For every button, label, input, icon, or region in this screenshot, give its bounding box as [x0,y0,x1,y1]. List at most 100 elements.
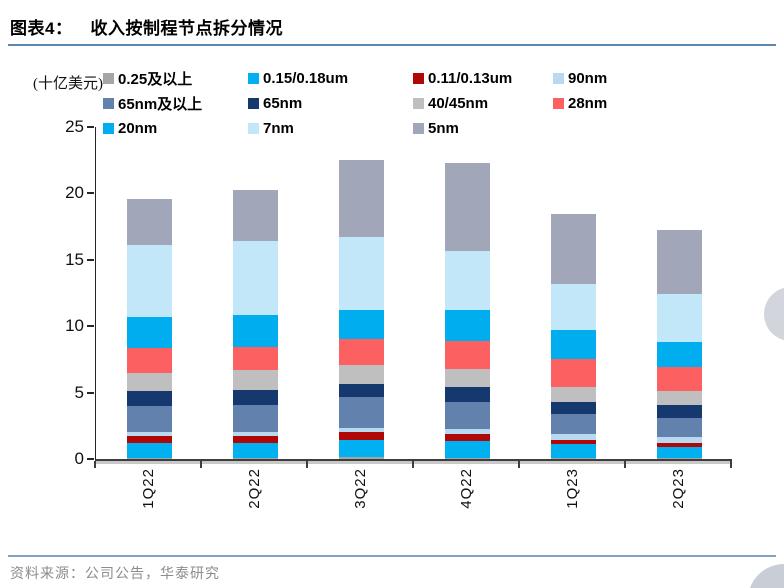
legend-item: 5nm [413,120,553,137]
x-axis-label-text: 4Q22 [457,468,475,509]
bar-segment [656,443,702,448]
x-axis-label-text: 1Q23 [563,468,581,509]
bar-cell [96,127,202,459]
bar-segment [444,433,490,442]
stacked-bar [444,127,490,459]
bar-segment [550,434,596,440]
x-axis-labels: 1Q22 2Q22 3Q22 4Q22 1Q23 2Q23 [95,468,731,532]
bar-segment [338,309,384,339]
x-axis-label: 2Q23 [625,468,731,532]
bar-segment [338,338,384,366]
bar-segment [656,341,702,368]
bar-segment [444,457,490,459]
y-axis-unit-label: (十亿美元) [33,76,103,92]
bar-segment [656,447,702,458]
bar-segment [550,284,596,331]
bar-segment [338,384,384,398]
legend-swatch-icon [248,123,259,134]
x-axis-label-text: 2Q22 [245,468,263,509]
legend-swatch-icon [553,98,564,109]
stacked-bar [656,127,702,459]
bar-segment [232,457,278,459]
watermark-circle-icon [764,287,784,341]
x-axis-tick [624,461,626,468]
legend-label: 7nm [263,120,294,137]
x-axis-label: 1Q22 [95,468,201,532]
bar-segment [232,435,278,444]
legend-swatch-icon [413,73,424,84]
bar-segment [232,405,278,432]
y-axis-tick [87,458,94,460]
stacked-bar [126,127,172,459]
bar-segment [338,397,384,428]
stacked-bar [338,127,384,459]
bar-segment [126,198,172,246]
bar-segment [656,457,702,459]
legend-swatch-icon [248,98,259,109]
x-axis-tick [412,461,414,468]
bar-segment [550,457,596,459]
bar-segment [550,444,596,458]
legend-swatch-icon [553,73,564,84]
bar-segment [338,439,384,458]
bar-segment [126,457,172,459]
bar-segment [656,367,702,391]
bar-segment [232,189,278,241]
bar-segment [126,372,172,392]
y-axis-tick-label: 0 [74,449,84,468]
bar-segment [338,159,384,237]
bar-segment [126,431,172,437]
bar-segment [444,250,490,311]
bar-segment [444,441,490,458]
legend-swatch-icon [103,98,114,109]
legend-label: 0.11/0.13um [428,70,513,87]
legend-item: 28nm [553,95,607,112]
legend-swatch-icon [103,73,114,84]
legend-item: 0.15/0.18um [248,70,413,87]
legend-swatch-icon [413,123,424,134]
x-axis-label-text: 3Q22 [351,468,369,509]
legend-label: 40/45nm [428,95,489,112]
bar-segment [656,230,702,294]
bar-segment [232,315,278,347]
x-axis-tick [200,461,202,468]
bar-segment [338,432,384,440]
legend-swatch-icon [103,123,114,134]
stacked-bar [232,127,278,459]
y-axis-tick-label: 20 [65,183,84,203]
bar-segment [338,457,384,459]
bar-segment [126,405,172,432]
legend-item: 90nm [553,70,607,87]
bar-segment [232,370,278,391]
bar-segment [126,436,172,444]
legend-label: 65nm [263,95,303,112]
bar-cell [520,127,626,459]
bar-segment [550,358,596,387]
bar-segment [338,236,384,310]
y-axis-tick-label: 15 [65,249,84,269]
y-axis-tick [87,192,94,195]
y-axis-tick-label: 10 [65,316,84,336]
bar-segment [656,293,702,342]
x-axis-label: 4Q22 [413,468,519,532]
bar-segment [126,443,172,458]
bar-segment [444,340,490,370]
bar-segment [550,330,596,359]
y-axis-tick-label: 25 [65,117,84,136]
bar-segment [444,429,490,434]
legend-label: 90nm [568,70,608,87]
bar-segment [444,387,490,402]
legend-swatch-icon [248,73,259,84]
legend-label: 0.15/0.18um [263,70,349,87]
x-axis-label: 1Q23 [519,468,625,532]
x-axis-label: 3Q22 [307,468,413,532]
legend-item: 0.11/0.13um [413,70,553,87]
x-axis-tick [94,461,96,468]
x-axis-label-text: 1Q22 [139,468,157,509]
y-axis-tick [87,391,94,394]
legend-item: 65nm [248,95,413,112]
bar-cell [626,127,732,459]
y-axis-tick-label: 5 [74,382,84,402]
bar-segment [338,365,384,385]
